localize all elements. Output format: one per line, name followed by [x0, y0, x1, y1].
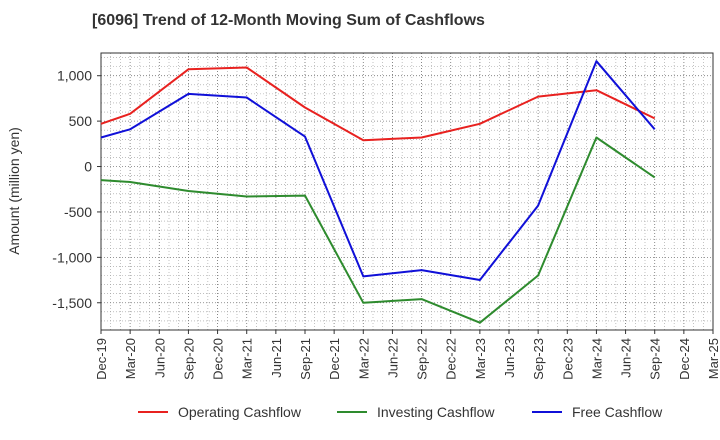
x-tick-label: Jun-21	[269, 338, 284, 378]
legend-swatch	[337, 411, 367, 413]
legend-item: Investing Cashflow	[337, 404, 495, 420]
x-tick-label: Mar-24	[589, 338, 604, 379]
x-tick-label: Jun-23	[502, 338, 517, 378]
x-tick-label: Dec-23	[560, 338, 575, 380]
x-tick-label: Mar-21	[240, 338, 255, 379]
legend: Operating Cashflow Investing Cashflow Free…	[0, 404, 720, 426]
y-tick-label: -1,500	[52, 295, 92, 311]
x-tick-label: Mar-23	[473, 338, 488, 379]
x-tick-label: Sep-23	[531, 338, 546, 380]
x-tick-label: Jun-20	[152, 338, 167, 378]
x-tick-label: Dec-22	[444, 338, 459, 380]
x-tick-label: Jun-24	[619, 338, 634, 378]
axis-layer: 1,000 500 0 -500 -1,000 -1,500 Dec-19 Mar-20 Jun…	[52, 52, 720, 380]
series-line-operating-cashflow	[100, 66, 656, 142]
series-line-free-cashflow	[100, 60, 656, 281]
legend-swatch	[532, 411, 562, 413]
y-tick-label: -1,000	[52, 249, 92, 265]
y-tick-label: 500	[69, 113, 93, 129]
x-tick-label: Jun-22	[385, 338, 400, 378]
legend-item: Free Cashflow	[532, 404, 662, 420]
x-tick-label: Dec-20	[211, 338, 226, 380]
x-tick-label: Dec-21	[327, 338, 342, 380]
x-tick-label: Sep-22	[415, 338, 430, 380]
x-tick-label: Dec-24	[677, 338, 692, 380]
x-tick-label: Mar-20	[123, 338, 138, 379]
x-tick-label: Sep-24	[648, 338, 663, 380]
x-tick-label: Mar-25	[706, 338, 720, 379]
series-line-investing-cashflow	[100, 136, 656, 324]
legend-label: Operating Cashflow	[178, 404, 301, 420]
legend-swatch	[138, 411, 168, 413]
x-tick-label: Sep-21	[298, 338, 313, 380]
plot-frame	[100, 52, 714, 331]
legend-label: Investing Cashflow	[377, 404, 495, 420]
x-tick-label: Mar-22	[356, 338, 371, 379]
y-tick-label: 0	[84, 159, 92, 175]
series-layer	[100, 60, 656, 324]
x-tick-label: Dec-19	[94, 338, 109, 380]
legend-item: Operating Cashflow	[138, 404, 301, 420]
x-tick-label: Sep-20	[181, 338, 196, 380]
y-axis-label: Amount (million yen)	[6, 127, 22, 255]
y-tick-label: -500	[64, 204, 92, 220]
y-tick-label: 1,000	[57, 68, 92, 84]
legend-label: Free Cashflow	[572, 404, 663, 420]
chart-title: [6096] Trend of 12-Month Moving Sum of C…	[92, 12, 485, 29]
